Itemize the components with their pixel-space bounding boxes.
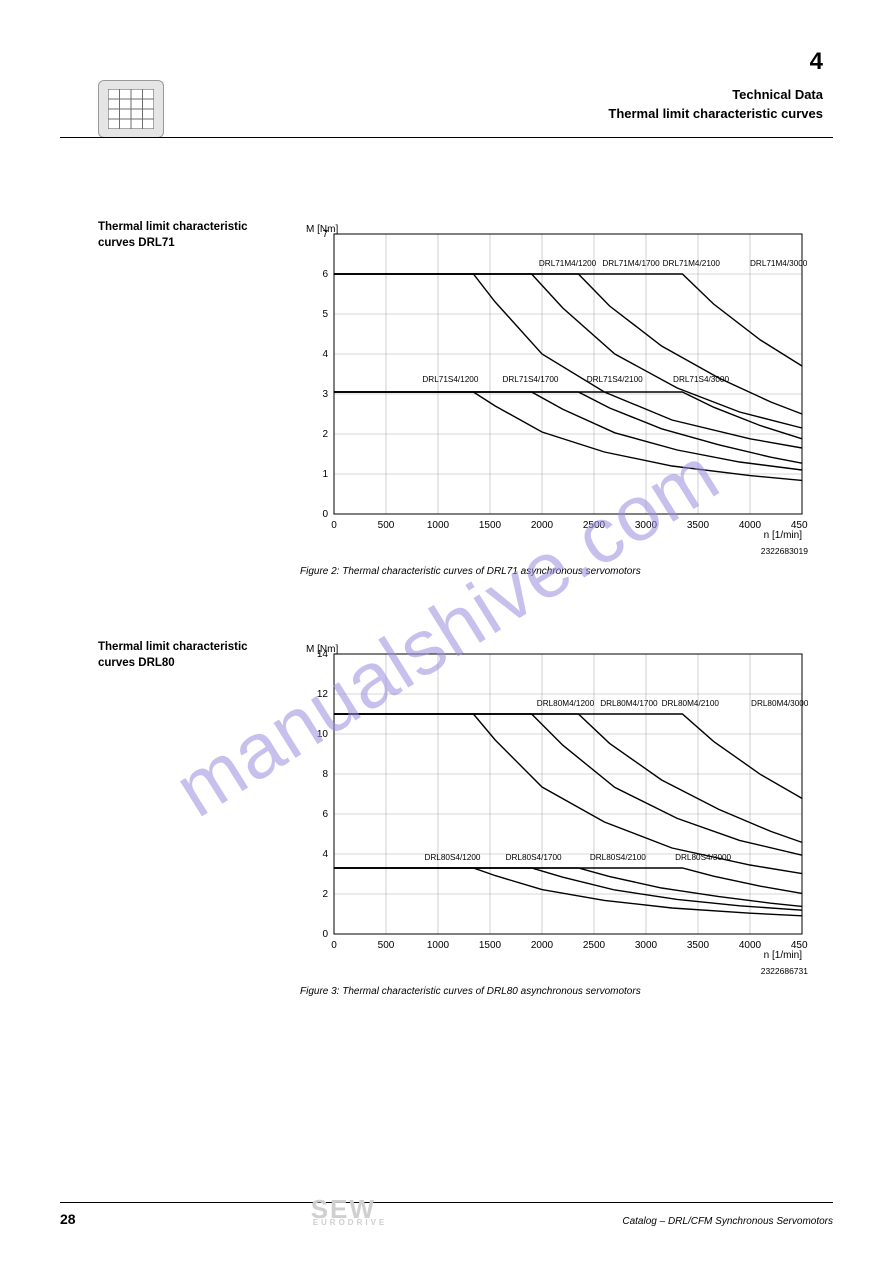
chart1-fig-id: 2322683019	[300, 546, 808, 556]
svg-text:0: 0	[322, 509, 328, 520]
logo-sub: EURODRIVE	[313, 1220, 388, 1227]
chart2-title: Thermal limit characteristic curves DRL8…	[98, 640, 268, 671]
svg-text:1: 1	[322, 469, 328, 480]
footer: 28 SEW EURODRIVE Catalog – DRL/CFM Synch…	[60, 1198, 833, 1227]
svg-text:M [Nm]: M [Nm]	[306, 224, 338, 235]
svg-text:1000: 1000	[427, 520, 450, 531]
logo-main: SEW	[311, 1198, 376, 1220]
chart1-plot: 0500100015002000250030003500400045000123…	[300, 220, 808, 540]
header-line2: Thermal limit characteristic curves	[608, 105, 823, 124]
svg-text:4: 4	[322, 849, 328, 860]
svg-text:500: 500	[378, 940, 395, 951]
svg-text:3000: 3000	[635, 520, 658, 531]
svg-text:1500: 1500	[479, 520, 502, 531]
svg-text:8: 8	[322, 769, 328, 780]
svg-text:4: 4	[322, 349, 328, 360]
chart2: 0500100015002000250030003500400045000246…	[300, 640, 808, 997]
header-text: Technical Data Thermal limit characteris…	[608, 86, 823, 124]
svg-text:DRL80M4/1700: DRL80M4/1700	[600, 699, 658, 708]
svg-text:DRL71S4/3000: DRL71S4/3000	[673, 375, 729, 384]
svg-text:500: 500	[378, 520, 395, 531]
header-line1: Technical Data	[608, 86, 823, 105]
svg-text:DRL71M4/1200: DRL71M4/1200	[539, 259, 597, 268]
svg-text:2000: 2000	[531, 940, 554, 951]
chart1-caption: Figure 2: Thermal characteristic curves …	[300, 566, 808, 577]
svg-text:n [1/min]: n [1/min]	[764, 530, 803, 540]
svg-text:0: 0	[331, 940, 337, 951]
svg-text:6: 6	[322, 809, 328, 820]
page: 4 Technical Data Thermal limit character…	[0, 0, 893, 1263]
svg-text:6: 6	[322, 269, 328, 280]
chart2-plot: 0500100015002000250030003500400045000246…	[300, 640, 808, 960]
svg-text:1500: 1500	[479, 940, 502, 951]
svg-text:3500: 3500	[687, 940, 710, 951]
section-number: 4	[810, 48, 823, 76]
doc-title: Catalog – DRL/CFM Synchronous Servomotor…	[622, 1216, 833, 1227]
chart1: 0500100015002000250030003500400045000123…	[300, 220, 808, 577]
svg-text:DRL80S4/1200: DRL80S4/1200	[424, 853, 480, 862]
svg-text:2: 2	[322, 889, 328, 900]
header-rule	[60, 137, 833, 138]
page-number: 28	[60, 1211, 76, 1227]
chart1-title: Thermal limit characteristic curves DRL7…	[98, 220, 268, 251]
svg-text:DRL71S4/1200: DRL71S4/1200	[422, 375, 478, 384]
svg-text:10: 10	[317, 729, 329, 740]
svg-text:3500: 3500	[687, 520, 710, 531]
svg-text:3000: 3000	[635, 940, 658, 951]
svg-text:n [1/min]: n [1/min]	[764, 950, 803, 960]
svg-text:0: 0	[331, 520, 337, 531]
svg-text:4000: 4000	[739, 940, 762, 951]
svg-text:2000: 2000	[531, 520, 554, 531]
svg-text:DRL71M4/3000: DRL71M4/3000	[750, 259, 808, 268]
chart2-caption: Figure 3: Thermal characteristic curves …	[300, 986, 808, 997]
svg-text:DRL71M4/1700: DRL71M4/1700	[602, 259, 660, 268]
svg-text:DRL80M4/3000: DRL80M4/3000	[751, 699, 808, 708]
svg-text:M [Nm]: M [Nm]	[306, 644, 338, 655]
svg-text:2: 2	[322, 429, 328, 440]
svg-text:DRL80S4/2100: DRL80S4/2100	[590, 853, 646, 862]
svg-text:DRL71M4/2100: DRL71M4/2100	[663, 259, 721, 268]
svg-text:DRL80M4/1200: DRL80M4/1200	[537, 699, 595, 708]
svg-text:DRL80S4/1700: DRL80S4/1700	[506, 853, 562, 862]
svg-text:DRL80S4/3000: DRL80S4/3000	[675, 853, 731, 862]
chart2-fig-id: 2322686731	[300, 966, 808, 976]
table-grid-icon	[98, 80, 164, 138]
svg-text:3: 3	[322, 389, 328, 400]
svg-text:12: 12	[317, 689, 329, 700]
svg-text:2500: 2500	[583, 520, 606, 531]
svg-text:2500: 2500	[583, 940, 606, 951]
svg-text:DRL71S4/2100: DRL71S4/2100	[587, 375, 643, 384]
svg-text:DRL80M4/2100: DRL80M4/2100	[662, 699, 720, 708]
svg-text:4000: 4000	[739, 520, 762, 531]
svg-text:5: 5	[322, 309, 328, 320]
svg-text:1000: 1000	[427, 940, 450, 951]
svg-text:0: 0	[322, 929, 328, 940]
svg-text:DRL71S4/1700: DRL71S4/1700	[502, 375, 558, 384]
sew-logo: SEW EURODRIVE	[311, 1198, 388, 1227]
